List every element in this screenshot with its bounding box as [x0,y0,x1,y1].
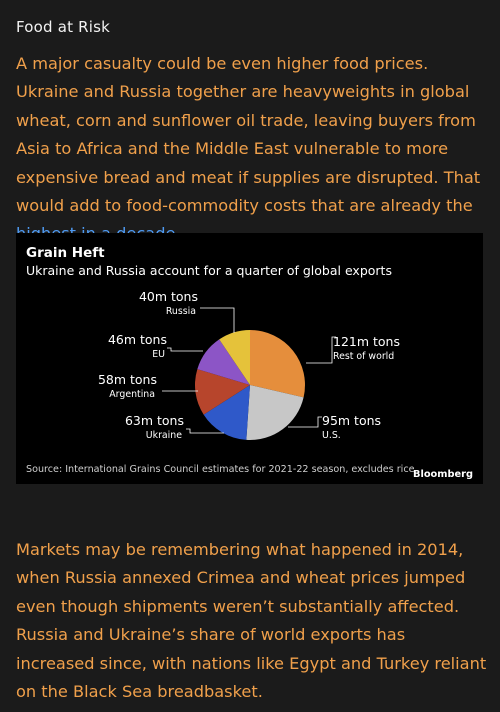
slice-value-label-ukraine: 63m tons [125,413,184,428]
slice-name-label-russia: Russia [166,306,196,317]
grain-heft-chart: Grain Heft Ukraine and Russia account fo… [16,233,483,484]
pie-slice-rest-of-world [250,330,305,398]
pie-slice-argentina [195,369,250,415]
slice-name-label-eu: EU [152,349,165,360]
slice-name-label-argentina: Argentina [109,389,155,400]
slice-value-label-rest-of-world: 121m tons [333,334,400,349]
bloomberg-logo: Bloomberg [413,469,473,480]
intro-paragraph-text: A major casualty could be even higher fo… [16,54,481,216]
leader-line-russia [200,307,235,333]
leader-line-u-s [288,416,322,428]
pie-slice-ukraine [203,385,250,440]
chart-title: Grain Heft [26,245,105,261]
slice-value-label-u-s: 95m tons [322,413,381,428]
pie-chart: 121m tons Rest of world 95m tons U.S. 63m to… [98,289,400,441]
intro-paragraph: A major casualty could be even higher fo… [16,50,488,249]
slice-name-label-rest-of-world: Rest of world [333,351,394,362]
slice-name-label-ukraine: Ukraine [146,430,182,441]
pie-slice-u-s [246,385,304,441]
pie-slice-russia [219,330,250,385]
slice-value-label-eu: 46m tons [108,332,167,347]
slice-value-label-argentina: 58m tons [98,372,157,387]
chart-subtitle: Ukraine and Russia account for a quarter… [26,263,392,278]
leader-line-eu [167,347,203,352]
leader-line-rest-of-world [306,336,336,364]
section-title: Food at Risk [16,18,111,36]
chart-source: Source: International Grains Council est… [26,464,415,475]
slice-name-label-u-s: U.S. [322,430,341,441]
markets-paragraph: Markets may be remembering what happened… [16,540,487,702]
leader-line-ukraine [186,428,224,434]
slice-value-label-russia: 40m tons [139,289,198,304]
pie-slice-eu [197,339,250,385]
